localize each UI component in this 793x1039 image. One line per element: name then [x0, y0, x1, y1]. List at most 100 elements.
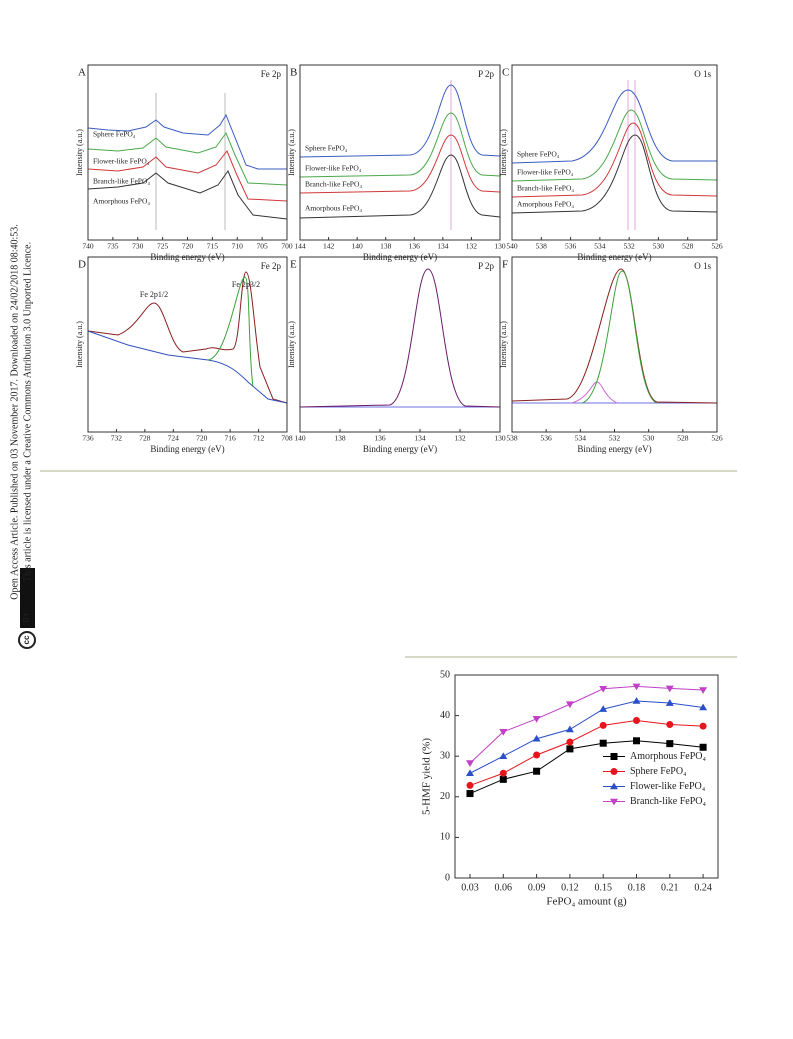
- cc-text: cc: [22, 635, 31, 644]
- x-tick-label: 144: [294, 242, 306, 251]
- x-tick-label: 740: [82, 242, 94, 251]
- x-tick-label: 534: [594, 242, 606, 251]
- series-line: [469, 719, 704, 786]
- marker: [499, 729, 508, 736]
- marker: [499, 752, 508, 759]
- series-label: Sphere FePO₄: [93, 130, 136, 139]
- sidebar-line: Open Access Article. Published on 03 Nov…: [9, 224, 20, 600]
- marker: [565, 701, 574, 709]
- marker: [599, 705, 608, 712]
- marker: [565, 725, 574, 733]
- spectra-c: [511, 80, 718, 230]
- x-tick-label: 530: [643, 434, 655, 443]
- y-label: Intensity (a.u.): [287, 321, 296, 368]
- x-axis-label: FePO₄ amount (g): [546, 896, 627, 908]
- x-tick-label: 705: [257, 242, 269, 251]
- panel-frame: [511, 64, 718, 241]
- series-label: Branch-like FePO₄: [517, 184, 574, 193]
- x-tick-label: 715: [207, 242, 219, 251]
- series-label: Branch-like FePO₄: [305, 180, 362, 189]
- x-tick-label: 140: [294, 434, 306, 443]
- x-tick-label: 528: [682, 242, 694, 251]
- x-tick-label: 712: [253, 434, 265, 443]
- panel-element: O 1s: [694, 261, 711, 271]
- panel-frame: [511, 256, 718, 433]
- x-tick-label: 532: [624, 242, 636, 251]
- series-label: Sphere FePO₄: [517, 150, 560, 159]
- x-label: Binding energy (eV): [363, 444, 437, 454]
- marker: [499, 769, 507, 777]
- cc-icon: [18, 631, 36, 649]
- marker: [610, 768, 618, 775]
- x-tick-label: 732: [111, 434, 123, 443]
- x-label: Binding energy (eV): [577, 444, 651, 454]
- x-tick-label: 728: [139, 434, 151, 443]
- x-tick-label: 130: [494, 434, 506, 443]
- y-tick-label: 10: [440, 832, 450, 843]
- x-tick-label: 0.12: [561, 882, 579, 893]
- panel-element: P 2p: [478, 261, 494, 271]
- x-tick-label: 136: [374, 434, 386, 443]
- x-tick-label: 134: [437, 242, 449, 251]
- series-label: Amorphous FePO₄: [93, 197, 150, 206]
- marker: [699, 703, 708, 711]
- marker: [599, 686, 608, 693]
- marker: [699, 743, 707, 751]
- panel-element: Fe 2p: [261, 261, 282, 271]
- x-tick-label: 720: [196, 434, 208, 443]
- marker: [610, 782, 618, 790]
- legend-label: Sphere FePO₄: [630, 766, 687, 777]
- x-tick-label: 0.18: [628, 882, 646, 893]
- legend-label: Branch-like FePO₄: [630, 796, 706, 807]
- series-line: [469, 685, 704, 764]
- marker: [666, 740, 674, 748]
- by-badge: [20, 568, 35, 628]
- sidebar-line: This article is licensed under a Creativ…: [22, 242, 33, 582]
- panel-frame: [299, 256, 501, 433]
- marker: [699, 722, 707, 730]
- marker: [610, 798, 618, 806]
- y-label: Intensity (a.u.): [75, 321, 84, 368]
- panel-frame: [87, 64, 288, 241]
- marker: [566, 745, 574, 753]
- x-tick-label: 132: [454, 434, 466, 443]
- spectra-e: [299, 268, 501, 408]
- marker: [533, 767, 541, 775]
- x-tick-label: 700: [281, 242, 293, 251]
- plot-frame: [454, 674, 719, 879]
- y-tick-label: 50: [440, 669, 450, 680]
- marker: [532, 716, 541, 723]
- x-tick-label: 710: [232, 242, 244, 251]
- series-label: Flower-like FePO₄: [305, 164, 362, 173]
- x-tick-label: 132: [466, 242, 478, 251]
- series-label: Branch-like FePO₄: [93, 177, 150, 186]
- marker: [533, 751, 541, 759]
- spectra-d: [87, 271, 288, 404]
- panel-element: Fe 2p: [261, 69, 282, 79]
- spectra-b: [299, 80, 501, 230]
- x-tick-label: 526: [711, 242, 723, 251]
- marker: [466, 760, 474, 767]
- x-tick-label: 0.15: [594, 882, 612, 893]
- x-tick-label: 130: [494, 242, 506, 251]
- x-tick-label: 0.06: [495, 882, 513, 893]
- marker: [633, 716, 640, 724]
- marker: [466, 781, 474, 789]
- legend-label: Flower-like FePO₄: [630, 781, 706, 792]
- series-line: [469, 700, 704, 774]
- marker: [599, 739, 607, 747]
- marker: [466, 790, 474, 798]
- x-tick-label: 534: [575, 434, 587, 443]
- marker: [632, 697, 641, 704]
- series-label: Amorphous FePO₄: [517, 200, 574, 209]
- series-label: Flower-like FePO₄: [93, 157, 150, 166]
- x-tick-label: 140: [352, 242, 364, 251]
- series-label: Flower-like FePO₄: [517, 168, 574, 177]
- annotation: Fe 2p3/2: [232, 280, 260, 289]
- x-tick-label: 536: [541, 434, 553, 443]
- x-tick-label: 528: [677, 434, 689, 443]
- x-tick-label: 138: [380, 242, 392, 251]
- x-tick-label: 136: [409, 242, 421, 251]
